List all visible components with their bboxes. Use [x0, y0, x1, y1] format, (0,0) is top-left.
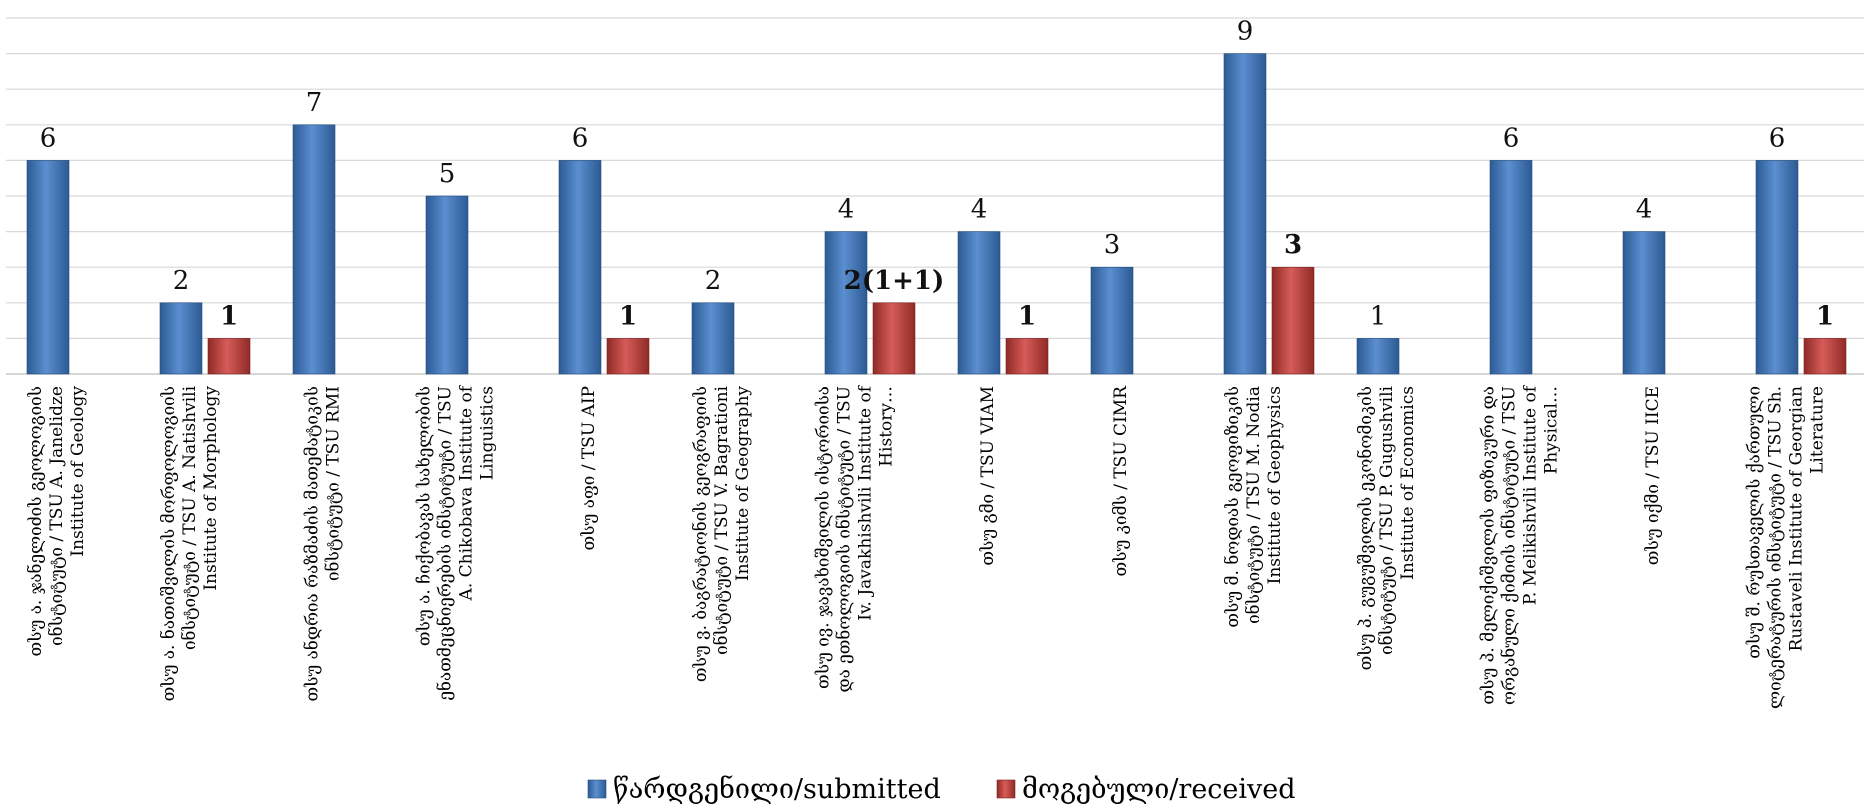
data-label-received: 2(1+1): [844, 266, 945, 296]
legend: წარდგენილი/submitted მოგებული/received: [587, 774, 1296, 805]
category-label-text: თსუ მ. ნოდიას გეოფიზიკისინსტიტუტი / TSU …: [1223, 386, 1285, 628]
category-label: თსუ პ. გუგუშვილის ეკონომიკისინსტიტუტი / …: [1356, 385, 1418, 670]
category-label-text: თსუ პ. გუგუშვილის ეკონომიკისინსტიტუტი / …: [1356, 385, 1418, 670]
data-label-submitted: 1: [1370, 301, 1387, 331]
category-label-text: თსუ აფი / TSU AIP: [579, 386, 599, 550]
bar-submitted: [1090, 266, 1134, 375]
category-label-text: თსუ ვ. ბაგრატიონის გეოგრაფიისინსტიტუტი /…: [691, 385, 753, 682]
data-label-received: 3: [1284, 230, 1302, 260]
legend-label-submitted: წარდგენილი/submitted: [613, 774, 941, 805]
bar-submitted: [957, 231, 1001, 375]
category-label: თსუ მ. ნოდიას გეოფიზიკისინსტიტუტი / TSU …: [1223, 386, 1285, 628]
data-label-submitted: 6: [1503, 123, 1520, 153]
data-label-submitted: 4: [971, 195, 988, 225]
category-label: თსუ ა. ჩიქობავას სახელობისენათმეცნიერები…: [415, 384, 498, 700]
data-label-submitted: 2: [173, 266, 190, 296]
category-label-text: თსუ ა. ჯანელიძის გეოლოგიისინსტიტუტი / TS…: [26, 386, 88, 657]
category-label: თსუ აფი / TSU AIP: [579, 386, 599, 550]
bar-received: [872, 302, 916, 375]
bar-submitted: [26, 160, 70, 375]
bar-submitted: [558, 160, 602, 375]
category-label: თსუ ანდრია რაზმაძის მათემატიკისინსტიტუტი…: [303, 386, 344, 702]
data-label-submitted: 3: [1104, 230, 1121, 260]
bar-submitted: [1489, 160, 1533, 375]
legend-label-received: მოგებული/received: [1022, 774, 1296, 805]
gridlines: [6, 17, 1864, 375]
category-label: თსუ პ. მელიქიშვილის ფიზიკური დაორგანული …: [1479, 384, 1562, 705]
data-label-submitted: 5: [439, 159, 456, 189]
category-label-text: თსუ კიმს / TSU CIMR: [1111, 385, 1131, 577]
bar-submitted: [824, 231, 868, 375]
category-label: თსუ ივ. ჯავახიშვილის ისტორიისადა ეთნოლოგ…: [814, 384, 897, 692]
data-label-submitted: 4: [838, 195, 855, 225]
category-labels: თსუ ა. ჯანელიძის გეოლოგიისინსტიტუტი / TS…: [26, 384, 1828, 709]
category-label-text: თსუ ანდრია რაზმაძის მათემატიკისინსტიტუტი…: [303, 386, 344, 702]
data-label-submitted: 4: [1636, 195, 1653, 225]
bar-received: [1803, 338, 1847, 375]
bar-submitted: [159, 302, 203, 375]
bar-received: [207, 338, 251, 375]
category-label: თსუ კიმს / TSU CIMR: [1111, 385, 1131, 577]
category-label-text: თსუ შ. რუსთაველის ქართულილიტერატურის ინს…: [1745, 386, 1828, 709]
legend-swatch-submitted: [587, 779, 607, 799]
data-label-submitted: 7: [306, 88, 323, 118]
bar-received: [1271, 266, 1315, 375]
bar-submitted: [1755, 160, 1799, 375]
data-label-received: 1: [1816, 301, 1834, 331]
bar-submitted: [1356, 338, 1400, 375]
data-label-submitted: 6: [572, 123, 589, 153]
bar-submitted: [425, 195, 469, 375]
data-label-submitted: 6: [1769, 123, 1786, 153]
category-label: თსუ შ. რუსთაველის ქართულილიტერატურის ინს…: [1745, 386, 1828, 709]
category-label-text: თსუ პ. მელიქიშვილის ფიზიკური დაორგანული …: [1479, 384, 1562, 705]
category-label: თსუ გმი / TSU VIAM: [978, 386, 998, 566]
category-label-text: თსუ გმი / TSU VIAM: [978, 386, 998, 566]
category-label: თსუ ვ. ბაგრატიონის გეოგრაფიისინსტიტუტი /…: [691, 385, 753, 682]
category-label-text: თსუ იქმი / TSU IICE: [1643, 386, 1663, 565]
bar-received: [1005, 338, 1049, 375]
category-label-text: თსუ ა. ჩიქობავას სახელობისენათმეცნიერები…: [415, 384, 498, 700]
legend-swatch-received: [996, 779, 1016, 799]
data-label-received: 1: [1018, 301, 1036, 331]
bar-submitted: [691, 302, 735, 375]
bar-received: [606, 338, 650, 375]
category-label: თსუ ა. ჯანელიძის გეოლოგიისინსტიტუტი / TS…: [26, 386, 88, 657]
bar-submitted: [292, 124, 336, 375]
data-label-submitted: 2: [705, 266, 722, 296]
category-label-text: თსუ ივ. ჯავახიშვილის ისტორიისადა ეთნოლოგ…: [814, 384, 897, 692]
data-label-submitted: 6: [40, 123, 57, 153]
data-label-submitted: 9: [1237, 17, 1254, 47]
data-label-received: 1: [220, 301, 238, 331]
category-label: თსუ იქმი / TSU IICE: [1643, 386, 1663, 565]
bar-submitted: [1223, 53, 1267, 375]
category-label-text: თსუ ა. ნათიშვილის მორფოლოგიისინსტიტუტი /…: [159, 385, 221, 701]
bar-submitted: [1622, 231, 1666, 375]
data-label-received: 1: [619, 301, 637, 331]
bars: [26, 53, 1847, 375]
category-label: თსუ ა. ნათიშვილის მორფოლოგიისინსტიტუტი /…: [159, 385, 221, 701]
